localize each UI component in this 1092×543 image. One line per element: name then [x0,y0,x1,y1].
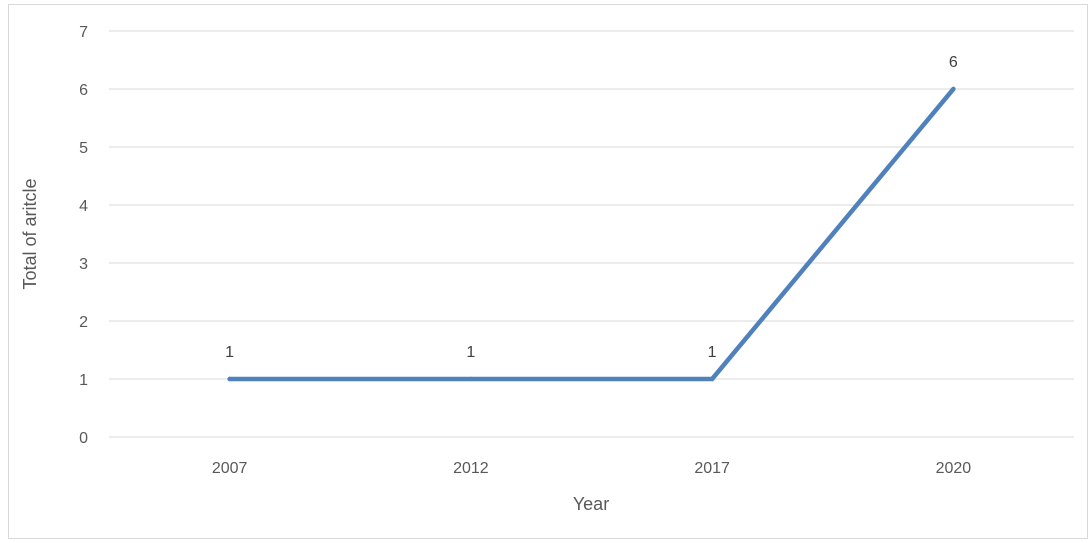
y-tick-label: 6 [79,82,88,99]
data-label: 1 [708,344,717,361]
x-tick-label: 2007 [212,460,248,477]
y-tick-label: 1 [79,372,88,389]
x-axis-ticks: 2007 2012 2017 2020 [212,460,971,477]
y-tick-label: 2 [79,314,88,331]
y-tick-label: 5 [79,140,88,157]
data-point [709,376,715,382]
y-tick-label: 0 [79,430,88,447]
series-line [227,86,956,382]
data-point [468,376,474,382]
y-tick-label: 4 [79,198,88,215]
y-tick-label: 7 [79,24,88,41]
series-group [227,86,956,382]
y-tick-label: 3 [79,256,88,273]
data-point [227,376,232,382]
y-axis-ticks: 0 1 2 3 4 5 6 7 [79,24,88,447]
data-labels: 1 1 1 6 [225,54,958,361]
x-axis-title: Year [573,494,609,514]
data-label: 1 [466,344,475,361]
data-point [951,86,956,92]
x-tick-label: 2012 [453,460,489,477]
gridlines [109,30,1074,438]
chart-frame [8,4,1088,539]
x-tick-label: 2020 [936,460,972,477]
x-tick-label: 2017 [694,460,730,477]
y-axis-title: Total of aritcle [20,178,40,289]
data-label: 1 [225,344,234,361]
data-label: 6 [949,54,958,71]
